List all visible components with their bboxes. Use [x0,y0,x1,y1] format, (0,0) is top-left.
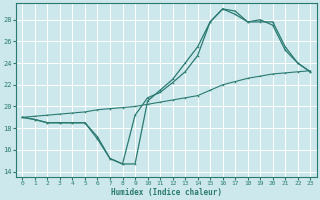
X-axis label: Humidex (Indice chaleur): Humidex (Indice chaleur) [111,188,222,197]
